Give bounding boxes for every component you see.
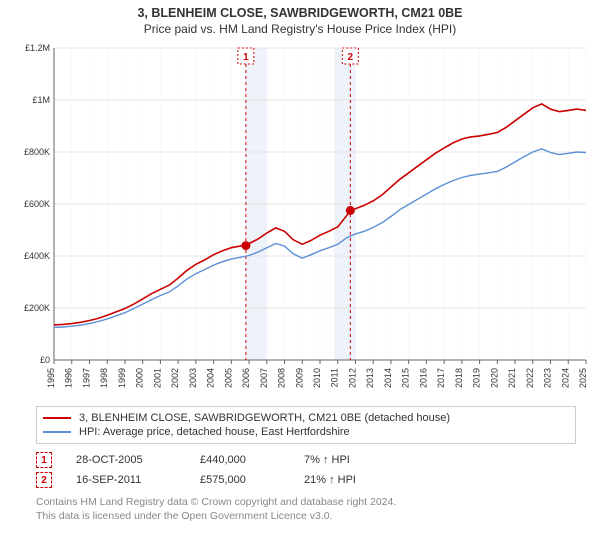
sales-table: 1 28-OCT-2005 £440,000 7% ↑ HPI 2 16-SEP-2011…: [36, 450, 592, 490]
sale-marker-icon: 2: [36, 472, 52, 488]
svg-text:2019: 2019: [472, 368, 482, 388]
footer-line-2: This data is licensed under the Open Gov…: [36, 510, 592, 524]
footer-attribution: Contains HM Land Registry data © Crown c…: [36, 496, 592, 523]
svg-text:2022: 2022: [525, 368, 535, 388]
price-chart: £0 £200K £400K £600K £800K £1M £1.2M 1995 1996 19…: [8, 40, 592, 400]
sale-date: 16-SEP-2011: [76, 474, 176, 486]
svg-text:2001: 2001: [152, 368, 162, 388]
svg-text:2000: 2000: [135, 368, 145, 388]
sale-hpi-delta: 21% ↑ HPI: [304, 474, 394, 486]
legend-label: HPI: Average price, detached house, East…: [79, 426, 350, 438]
legend-swatch: [43, 417, 71, 419]
svg-text:2005: 2005: [223, 368, 233, 388]
svg-text:2003: 2003: [188, 368, 198, 388]
svg-text:2007: 2007: [259, 368, 269, 388]
svg-text:2002: 2002: [170, 368, 180, 388]
svg-text:2014: 2014: [383, 368, 393, 388]
svg-text:1998: 1998: [99, 368, 109, 388]
svg-text:1997: 1997: [81, 368, 91, 388]
chart-subtitle: Price paid vs. HM Land Registry's House …: [8, 22, 592, 36]
sale-price: £440,000: [200, 454, 280, 466]
legend-swatch: [43, 431, 71, 433]
svg-text:£1M: £1M: [32, 95, 50, 105]
legend: 3, BLENHEIM CLOSE, SAWBRIDGEWORTH, CM21 …: [36, 406, 576, 444]
svg-text:2020: 2020: [489, 368, 499, 388]
svg-text:2015: 2015: [401, 368, 411, 388]
svg-text:2012: 2012: [347, 368, 357, 388]
svg-text:1999: 1999: [117, 368, 127, 388]
svg-text:£1.2M: £1.2M: [25, 43, 50, 53]
svg-text:£200K: £200K: [24, 303, 50, 313]
svg-text:2008: 2008: [277, 368, 287, 388]
svg-text:2017: 2017: [436, 368, 446, 388]
svg-text:2011: 2011: [330, 368, 340, 387]
svg-text:2010: 2010: [312, 368, 322, 388]
svg-text:2006: 2006: [241, 368, 251, 388]
svg-text:2021: 2021: [507, 368, 517, 388]
svg-text:2013: 2013: [365, 368, 375, 388]
legend-item: HPI: Average price, detached house, East…: [43, 425, 569, 439]
sale-row: 2 16-SEP-2011 £575,000 21% ↑ HPI: [36, 470, 592, 490]
svg-text:2025: 2025: [578, 368, 588, 388]
svg-text:1: 1: [243, 52, 249, 63]
chart-header: 3, BLENHEIM CLOSE, SAWBRIDGEWORTH, CM21 …: [8, 6, 592, 36]
sale-date: 28-OCT-2005: [76, 454, 176, 466]
legend-item: 3, BLENHEIM CLOSE, SAWBRIDGEWORTH, CM21 …: [43, 411, 569, 425]
chart-title: 3, BLENHEIM CLOSE, SAWBRIDGEWORTH, CM21 …: [8, 6, 592, 20]
svg-text:£800K: £800K: [24, 147, 50, 157]
svg-text:£0: £0: [40, 355, 50, 365]
sale-row: 1 28-OCT-2005 £440,000 7% ↑ HPI: [36, 450, 592, 470]
svg-text:2016: 2016: [418, 368, 428, 388]
svg-text:2009: 2009: [294, 368, 304, 388]
svg-text:2: 2: [348, 52, 354, 63]
svg-text:2023: 2023: [543, 368, 553, 388]
sale-marker-icon: 1: [36, 452, 52, 468]
legend-label: 3, BLENHEIM CLOSE, SAWBRIDGEWORTH, CM21 …: [79, 412, 450, 424]
svg-text:2024: 2024: [560, 368, 570, 388]
svg-text:2004: 2004: [206, 368, 216, 388]
svg-text:£400K: £400K: [24, 251, 50, 261]
sale-hpi-delta: 7% ↑ HPI: [304, 454, 394, 466]
svg-text:2018: 2018: [454, 368, 464, 388]
svg-text:1995: 1995: [46, 368, 56, 388]
svg-text:£600K: £600K: [24, 199, 50, 209]
footer-line-1: Contains HM Land Registry data © Crown c…: [36, 496, 592, 510]
sale-price: £575,000: [200, 474, 280, 486]
svg-text:1996: 1996: [64, 368, 74, 388]
